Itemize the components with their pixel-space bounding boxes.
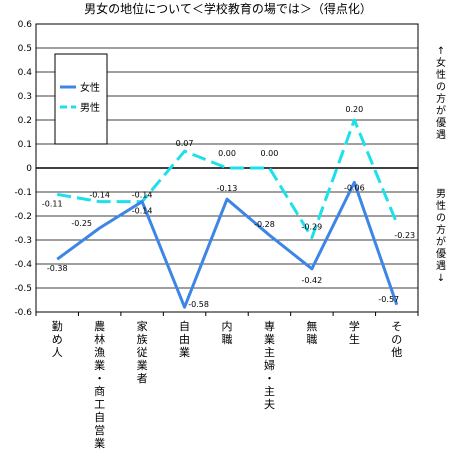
data-label-female: -0.25 xyxy=(71,219,92,228)
x-category-label: 内職 xyxy=(222,319,233,346)
x-category-label: 自由業 xyxy=(179,320,190,359)
right-label-bottom: 男性の方が優遇↓ xyxy=(436,188,446,284)
y-tick-label: -0.5 xyxy=(14,284,32,294)
x-category-label: 無職 xyxy=(306,319,317,346)
legend-label-male: 男性 xyxy=(80,101,100,114)
data-label-male: -0.14 xyxy=(89,191,110,200)
y-tick-label: -0.4 xyxy=(14,260,32,270)
chart-title: 男女の地位について＜学校教育の場では＞（得点化） xyxy=(84,1,372,16)
y-tick-label: 0.6 xyxy=(18,20,33,30)
y-tick-label: 0.5 xyxy=(18,44,32,54)
y-tick-label: 0.3 xyxy=(18,92,32,102)
data-label-male: -0.23 xyxy=(394,231,415,240)
y-tick-label: 0 xyxy=(26,164,32,174)
y-tick-label: -0.6 xyxy=(14,308,32,318)
y-tick-label: 0.4 xyxy=(18,68,33,78)
data-label-female: -0.42 xyxy=(302,276,323,285)
data-label-male: -0.29 xyxy=(302,223,323,232)
y-tick-label: -0.1 xyxy=(14,188,32,198)
data-label-male: -0.11 xyxy=(42,199,63,208)
y-tick-label: -0.2 xyxy=(14,212,32,222)
series-line-male xyxy=(57,120,397,238)
y-tick-label: -0.3 xyxy=(14,236,32,246)
y-tick-label: 0.1 xyxy=(18,140,32,150)
data-label-female: -0.13 xyxy=(217,184,238,193)
x-category-labels: 勤め人 農林漁業・商工自営業 家族従業者 自由業 内職 専業主婦・主夫 無職 学生 その他 xyxy=(52,319,403,450)
legend-box xyxy=(55,54,107,144)
data-label-female: -0.06 xyxy=(344,183,365,192)
data-label-female: -0.58 xyxy=(188,300,209,309)
data-label-male: 0.20 xyxy=(345,105,363,114)
x-category-label: 農林漁業・商工自営業 xyxy=(94,319,105,450)
data-label-female: -0.57 xyxy=(378,295,399,304)
legend-label-female: 女性 xyxy=(80,81,100,94)
x-category-label: 勤め人 xyxy=(52,320,63,359)
y-tick-label: 0.2 xyxy=(18,116,32,126)
x-category-label: 学生 xyxy=(349,319,360,346)
right-label-top: ↑女性の方が優遇 xyxy=(436,46,446,141)
data-label-female: -0.14 xyxy=(132,207,153,216)
data-label-male: 0.00 xyxy=(218,149,236,158)
data-label-female: -0.28 xyxy=(254,220,275,229)
x-category-label: その他 xyxy=(391,320,402,359)
x-category-label: 専業主婦・主夫 xyxy=(264,320,275,411)
data-label-female: -0.38 xyxy=(47,264,68,273)
data-label-male: 0.07 xyxy=(176,139,194,148)
legend: 女性 男性 xyxy=(55,54,107,144)
data-label-male: 0.00 xyxy=(261,149,279,158)
data-label-male: -0.14 xyxy=(132,191,153,200)
x-category-label: 家族従業者 xyxy=(137,319,148,385)
